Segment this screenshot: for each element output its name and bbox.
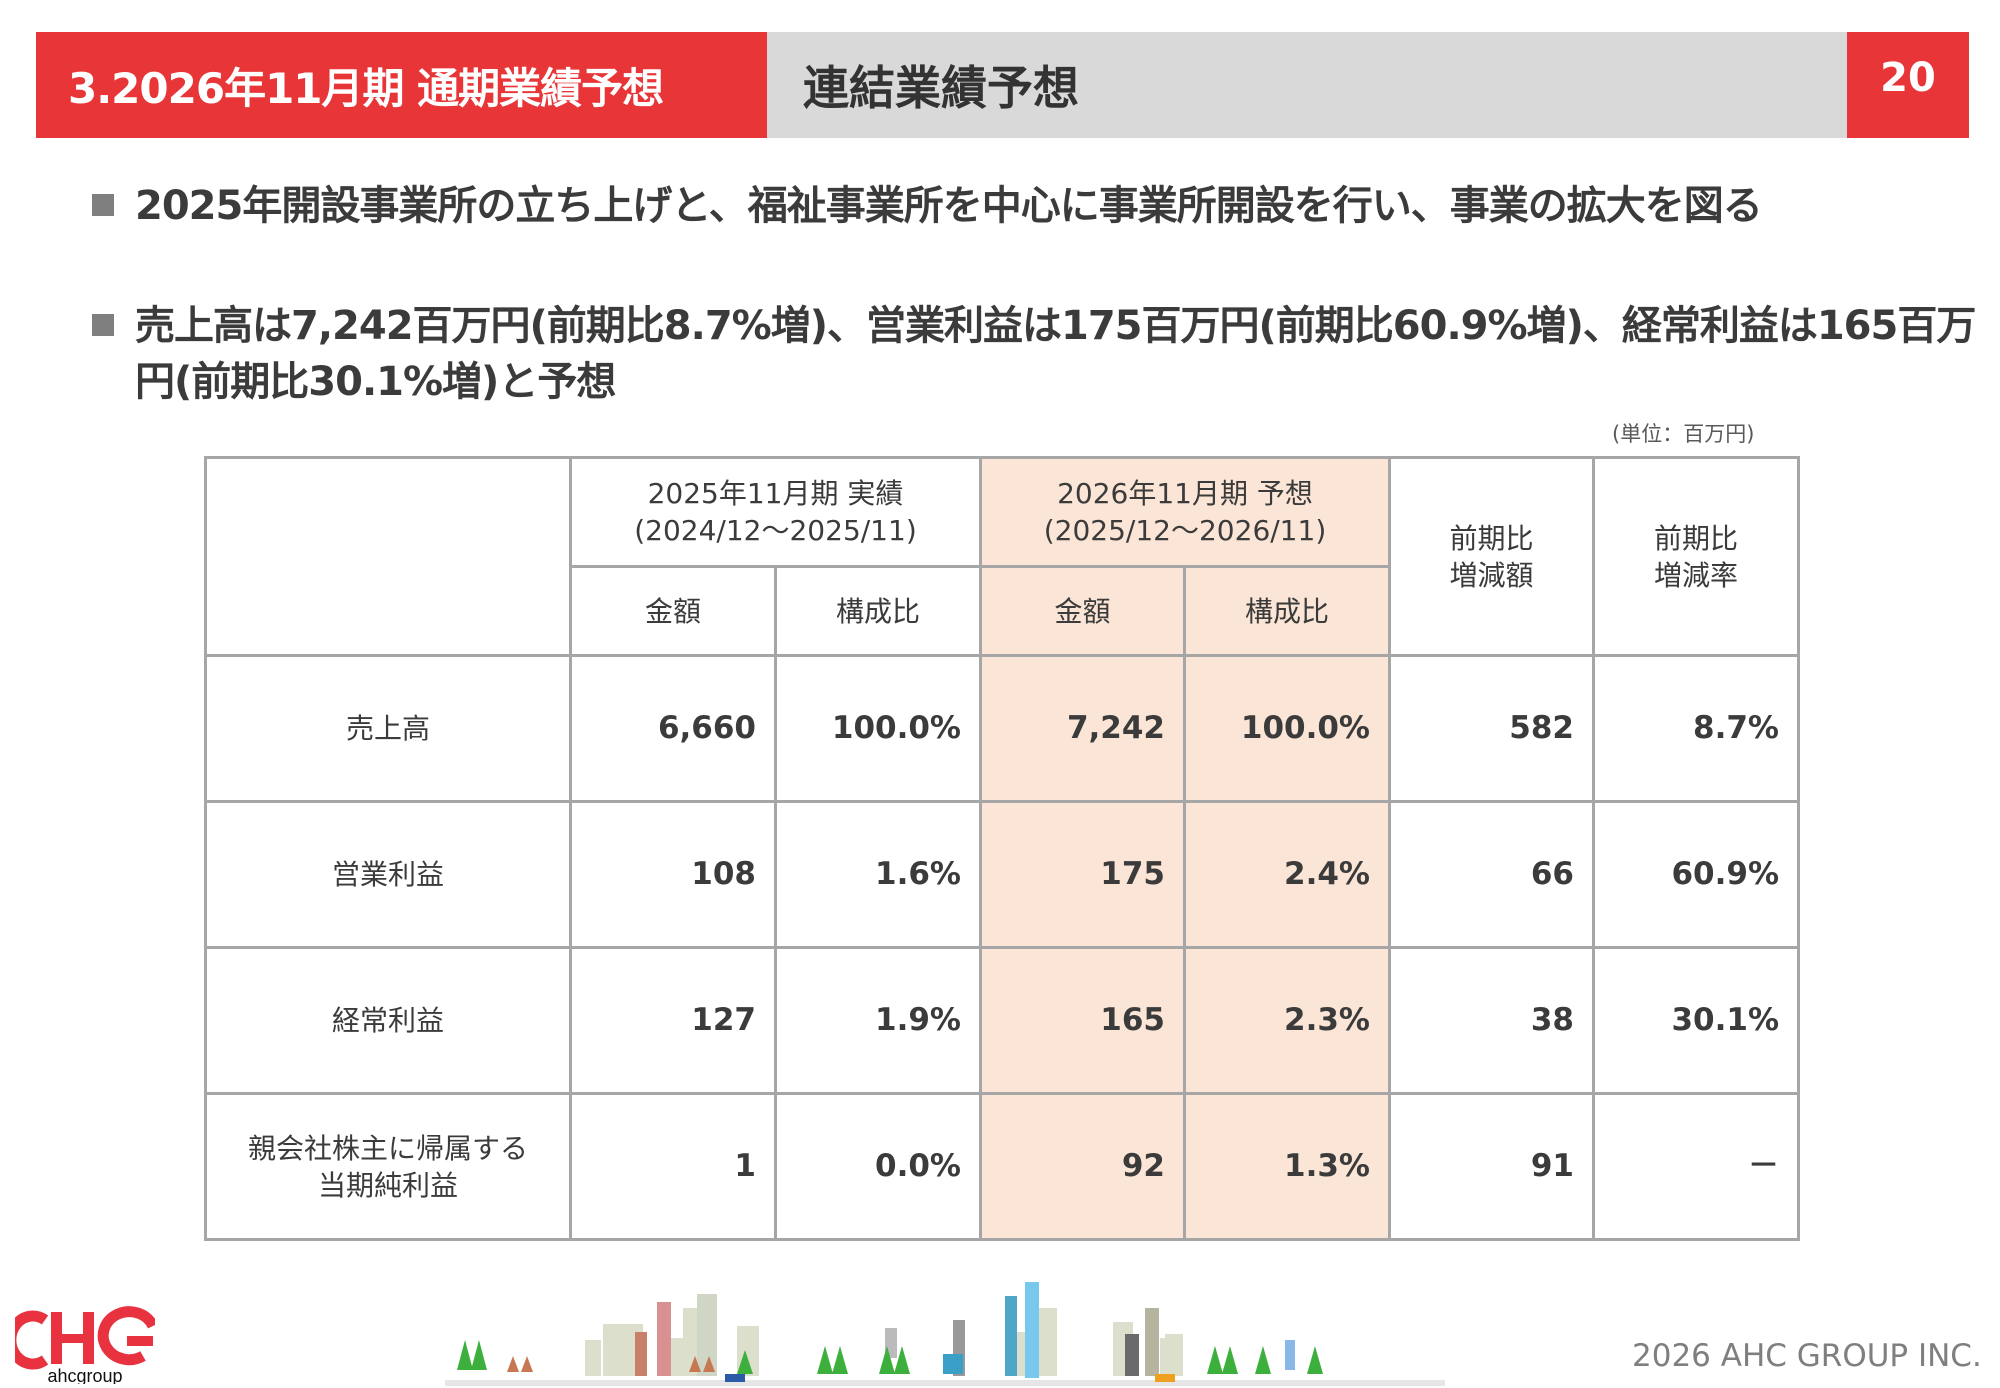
yoy-diff: 38: [1388, 946, 1595, 1095]
header-ratio: 構成比: [774, 565, 982, 657]
actual-amount: 1: [569, 1092, 777, 1241]
table-row: 親会社株主に帰属する 当期純利益 1 0.0% 92 1.3% 91 －: [204, 1092, 1800, 1241]
forecast-ratio: 1.3%: [1183, 1092, 1391, 1241]
yoy-rate: 60.9%: [1592, 800, 1800, 949]
corner-cell: [204, 456, 572, 657]
page-title: 連結業績予想: [767, 32, 1847, 138]
header-rate: 前期比 増減率: [1592, 456, 1800, 657]
unit-label: (単位：百万円): [1612, 422, 1755, 446]
header-forecast: 2026年11月期 予想 (2025/12～2026/11): [979, 456, 1391, 568]
forecast-amount: 92: [979, 1092, 1186, 1241]
row-label: 売上高: [204, 654, 572, 803]
header-amount: 金額: [569, 565, 777, 657]
yoy-diff: 582: [1388, 654, 1595, 803]
row-label: 経常利益: [204, 946, 572, 1095]
forecast-amount: 165: [979, 946, 1186, 1095]
yoy-rate: 8.7%: [1592, 654, 1800, 803]
section-label: 3.2026年11月期 通期業績予想: [36, 32, 767, 138]
row-label: 営業利益: [204, 800, 572, 949]
actual-ratio: 100.0%: [774, 654, 982, 803]
forecast-ratio: 2.3%: [1183, 946, 1391, 1095]
header-ratio: 構成比: [1183, 565, 1391, 657]
actual-amount: 108: [569, 800, 777, 949]
cityscape-illustration: [445, 1282, 1445, 1386]
table-row: 経常利益 127 1.9% 165 2.3% 38 30.1%: [204, 946, 1800, 1095]
header-actual: 2025年11月期 実績 (2024/12～2025/11): [569, 456, 982, 568]
yoy-rate: －: [1592, 1092, 1800, 1241]
forecast-table: 2025年11月期 実績 (2024/12～2025/11) 2026年11月期 …: [204, 456, 1800, 1241]
actual-ratio: 1.6%: [774, 800, 982, 949]
row-label: 親会社株主に帰属する 当期純利益: [204, 1092, 572, 1241]
header-amount: 金額: [979, 565, 1186, 657]
actual-amount: 6,660: [569, 654, 777, 803]
actual-amount: 127: [569, 946, 777, 1095]
table-row: 売上高 6,660 100.0% 7,242 100.0% 582 8.7%: [204, 654, 1800, 803]
bullet-square-icon: [92, 194, 114, 216]
yoy-rate: 30.1%: [1592, 946, 1800, 1095]
bullet-1: 2025年開設事業所の立ち上げと、福祉事業所を中心に事業所開設を行い、事業の拡大…: [92, 178, 1912, 234]
forecast-amount: 175: [979, 800, 1186, 949]
page-number: 20: [1847, 32, 1969, 138]
bullet-2: 売上高は7,242百万円(前期比8.7%増)、営業利益は175百万円(前期比60…: [92, 298, 1976, 410]
forecast-ratio: 100.0%: [1183, 654, 1391, 803]
actual-ratio: 1.9%: [774, 946, 982, 1095]
header-diff: 前期比 増減額: [1388, 456, 1595, 657]
bullet-square-icon: [92, 314, 114, 336]
ahc-logo: ahcgroup: [5, 1300, 158, 1388]
copyright: 2026 AHC GROUP INC.: [1632, 1338, 1982, 1374]
table-row: 営業利益 108 1.6% 175 2.4% 66 60.9%: [204, 800, 1800, 949]
forecast-amount: 7,242: [979, 654, 1186, 803]
actual-ratio: 0.0%: [774, 1092, 982, 1241]
ahc-logo-icon: ahcgroup: [5, 1306, 158, 1386]
yoy-diff: 91: [1388, 1092, 1595, 1241]
forecast-ratio: 2.4%: [1183, 800, 1391, 949]
svg-text:ahcgroup: ahcgroup: [47, 1366, 122, 1384]
yoy-diff: 66: [1388, 800, 1595, 949]
